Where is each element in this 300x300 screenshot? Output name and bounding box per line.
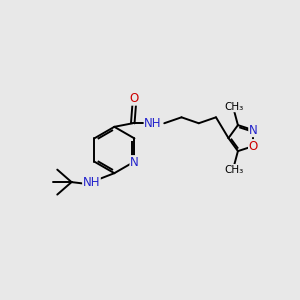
Text: O: O xyxy=(130,92,139,105)
Text: O: O xyxy=(249,140,258,153)
Text: N: N xyxy=(249,124,258,136)
Text: NH: NH xyxy=(83,176,100,189)
Text: CH₃: CH₃ xyxy=(225,164,244,175)
Text: N: N xyxy=(130,156,139,169)
Text: CH₃: CH₃ xyxy=(225,102,244,112)
Text: NH: NH xyxy=(144,117,162,130)
